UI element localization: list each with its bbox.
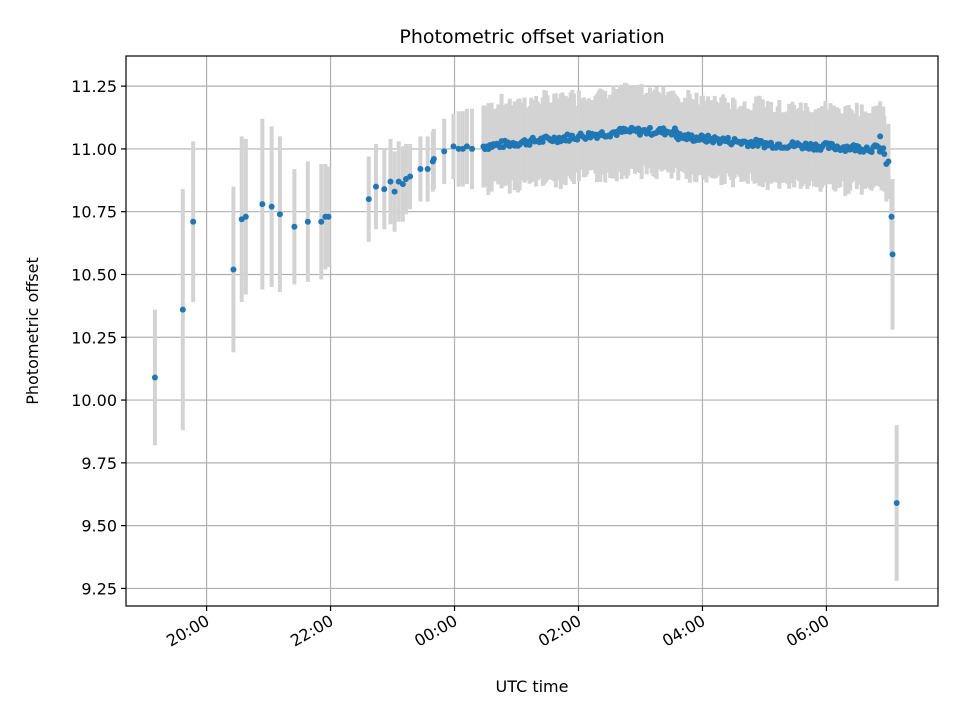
data-point (526, 141, 533, 148)
data-point (387, 178, 394, 185)
data-point (889, 251, 896, 258)
data-points (151, 124, 900, 507)
x-tick-label: 22:00 (287, 611, 336, 651)
data-point (318, 218, 325, 225)
x-axis-ticks: 20:00 22:00 00:00 02:00 04:00 06:00 (163, 606, 832, 651)
data-point (469, 145, 476, 152)
y-tick-label: 10.25 (71, 328, 117, 347)
data-point (268, 203, 275, 210)
y-tick-label: 10.50 (71, 265, 117, 284)
error-bars (152, 82, 899, 581)
data-point (754, 142, 761, 149)
data-point (566, 137, 573, 144)
data-point (407, 173, 414, 180)
x-tick-label: 02:00 (535, 611, 584, 651)
data-point (880, 145, 887, 152)
plot-frame (125, 55, 939, 607)
data-point (325, 213, 332, 220)
y-tick-label: 9.50 (81, 517, 117, 536)
data-point (441, 148, 448, 155)
data-point (646, 124, 653, 131)
data-point (242, 213, 249, 220)
data-point (381, 186, 388, 193)
x-tick-label: 06:00 (783, 611, 832, 651)
data-point (893, 500, 900, 507)
data-point (463, 143, 470, 150)
data-point (768, 139, 775, 146)
data-point (365, 196, 372, 203)
chart-title: Photometric offset variation (399, 26, 664, 48)
data-point (430, 155, 437, 162)
y-tick-label: 10.00 (71, 391, 117, 410)
data-point (179, 306, 186, 313)
data-point (230, 266, 237, 273)
data-point (417, 166, 424, 173)
data-point (688, 132, 695, 139)
data-point (304, 218, 311, 225)
data-point (450, 143, 457, 150)
x-tick-label: 00:00 (411, 611, 460, 651)
x-tick-label: 20:00 (163, 611, 212, 651)
data-point (539, 138, 546, 145)
data-point (455, 145, 462, 152)
y-tick-label: 10.75 (71, 203, 117, 222)
y-tick-label: 9.75 (81, 454, 117, 473)
data-point (885, 158, 892, 165)
data-point (724, 134, 731, 141)
data-point (877, 133, 884, 140)
data-point (259, 201, 266, 208)
data-point (868, 148, 875, 155)
data-point (424, 166, 431, 173)
data-point (276, 211, 283, 218)
data-point (190, 218, 197, 225)
y-axis-ticks: 9.25 9.50 9.75 10.00 10.25 10.50 10.75 11.00 11.… (71, 77, 126, 598)
data-point (291, 223, 298, 230)
data-point (151, 374, 158, 381)
data-point (399, 181, 406, 188)
data-point (881, 150, 888, 157)
y-axis-label: Photometric offset (23, 257, 42, 405)
x-tick-label: 04:00 (659, 611, 708, 651)
y-tick-label: 9.25 (81, 579, 117, 598)
data-point (888, 213, 895, 220)
y-tick-label: 11.25 (71, 77, 117, 96)
data-point (373, 183, 380, 190)
x-axis-label: UTC time (496, 677, 569, 696)
y-tick-label: 11.00 (71, 140, 117, 159)
data-point (391, 188, 398, 195)
